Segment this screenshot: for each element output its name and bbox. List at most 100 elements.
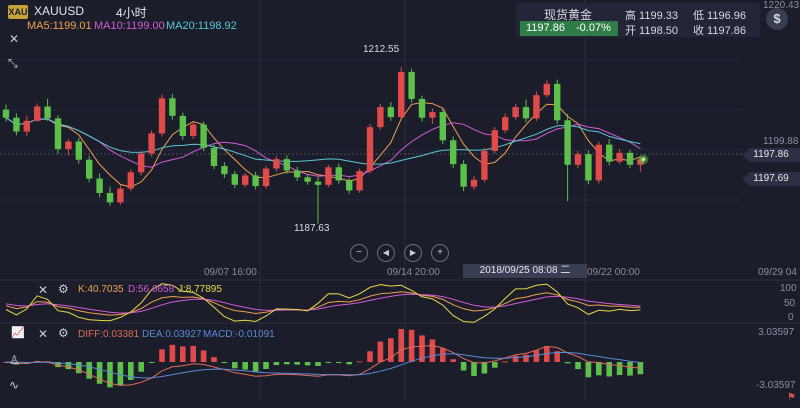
candle-body-38	[398, 71, 405, 118]
candle-body-28	[294, 170, 301, 178]
candle-body-32	[335, 167, 342, 181]
prev-button[interactable]: ◀	[377, 244, 395, 262]
candle-body-42	[439, 112, 446, 141]
macd-bars	[3, 328, 644, 388]
x-label-4: 09/29 04	[758, 267, 797, 278]
candle-body-31	[325, 167, 332, 185]
macd-bar-10	[107, 362, 113, 388]
macd-bar-32	[336, 362, 342, 363]
macd-bar-18	[190, 345, 196, 362]
crosshair-date: 2018/09/25 08:08 二	[463, 264, 587, 278]
candle-body-50	[522, 107, 530, 119]
candle-body-1	[13, 117, 20, 132]
candle-body-12	[127, 172, 134, 189]
candle-body-37	[387, 107, 394, 118]
candle-body-8	[86, 159, 93, 179]
last-price-dot	[641, 157, 646, 162]
ma20-line	[5, 117, 641, 165]
macd-bar-20	[211, 357, 217, 362]
candle-body-46	[481, 150, 488, 180]
kdj-k-line	[5, 291, 641, 316]
x-label-3: 09/22 00:00	[587, 267, 640, 278]
macd-bar-42	[440, 348, 446, 362]
quote-price: 1197.86	[526, 22, 565, 34]
candle-body-43	[450, 140, 457, 165]
zoom-in-button[interactable]: +	[431, 244, 449, 262]
kdj-close-icon[interactable]: ✕	[38, 283, 49, 297]
macd-bar-29	[304, 362, 311, 366]
candle-body-56	[585, 154, 592, 181]
zoom-out-button[interactable]: −	[350, 244, 368, 262]
current-price-tag: 1197.86	[742, 148, 800, 162]
macd-bar-49	[512, 355, 519, 362]
macd-bar-57	[596, 362, 602, 376]
quote-low: 低 1196.96	[693, 10, 747, 22]
candle-body-35	[366, 127, 374, 172]
macd-dea-line	[5, 351, 641, 379]
ma10-label: MA10:1199.00	[94, 20, 165, 32]
macd-diff: DIFF:0.03381	[78, 329, 140, 340]
candle-body-60	[626, 152, 634, 165]
next-button[interactable]: ▶	[404, 244, 422, 262]
macd-bar-16	[169, 344, 176, 362]
macd-bar-39	[408, 329, 415, 362]
quote-change: -0.07%	[576, 22, 611, 34]
macd-bar-60	[627, 362, 633, 376]
kdj-j: J:8.77895	[178, 284, 222, 295]
interval-label[interactable]: 4小时	[116, 6, 147, 20]
macd-bar-33	[346, 362, 352, 365]
quote-name: 现货黄金	[543, 8, 592, 22]
candle-body-2	[23, 120, 30, 132]
candle-body-30	[314, 181, 322, 185]
x-label-1: 09/07 16:00	[204, 267, 257, 278]
macd-bar-27	[284, 362, 290, 365]
candle-body-7	[75, 141, 82, 160]
macd-bar-48	[502, 361, 508, 363]
symbol-label[interactable]: XAUUSD	[34, 4, 85, 18]
dollar-icon[interactable]: $	[766, 8, 788, 30]
candle-body-58	[606, 144, 613, 162]
candle-body-11	[117, 188, 124, 203]
candle-body-45	[470, 179, 478, 187]
candle-body-21	[221, 166, 228, 175]
candle-body-33	[346, 180, 353, 191]
macd-bar-47	[492, 362, 498, 368]
macd-bar-36	[377, 341, 384, 362]
macd-bar-14	[148, 362, 155, 363]
indicator-icon[interactable]: 📈	[11, 327, 25, 339]
macd-bar-38	[398, 328, 404, 362]
candle-body-39	[408, 71, 415, 99]
candle-body-22	[231, 174, 238, 185]
macd-bar-21	[221, 362, 228, 363]
candle-body-51	[533, 95, 540, 119]
candle-body-6	[65, 141, 72, 150]
macd-bar-19	[200, 350, 207, 362]
candle-body-47	[491, 130, 498, 151]
flag-icon[interactable]: ⚑	[787, 392, 796, 403]
kdj-gear-icon[interactable]: ⚙	[58, 282, 69, 296]
price-axis-top: 1220.43	[763, 0, 800, 11]
candle-body-0	[2, 109, 10, 118]
ma5-label: MA5:1199.01	[27, 20, 92, 32]
candle-body-9	[96, 178, 103, 193]
macd-gear-icon[interactable]: ⚙	[58, 326, 69, 340]
macd-bar-6	[65, 362, 72, 370]
person-icon[interactable]: ♙	[9, 353, 20, 367]
ma-lines	[5, 102, 641, 188]
shrink-icon[interactable]: ⤡	[8, 56, 18, 70]
macd-bar-24	[252, 362, 259, 372]
macd-bar-8	[86, 362, 92, 379]
macd-axis-bottom: -3.03597	[756, 380, 796, 391]
candle-body-15	[158, 98, 166, 134]
pulse-icon[interactable]: ∿	[9, 378, 20, 392]
close-icon[interactable]: ✕	[9, 32, 20, 46]
candle-body-52	[543, 83, 550, 96]
candles	[2, 66, 649, 224]
high-annotation: 1212.55	[363, 44, 400, 55]
candle-body-20	[210, 147, 218, 167]
low-annotation: 1187.63	[294, 223, 330, 234]
ma5-line	[5, 102, 641, 188]
quote-panel: 现货黄金 1197.86 -0.07% 高 1199.33 低 1196.96 …	[516, 3, 760, 37]
macd-close-icon[interactable]: ✕	[38, 327, 49, 341]
kdj-k: K:40.7035	[78, 284, 124, 295]
